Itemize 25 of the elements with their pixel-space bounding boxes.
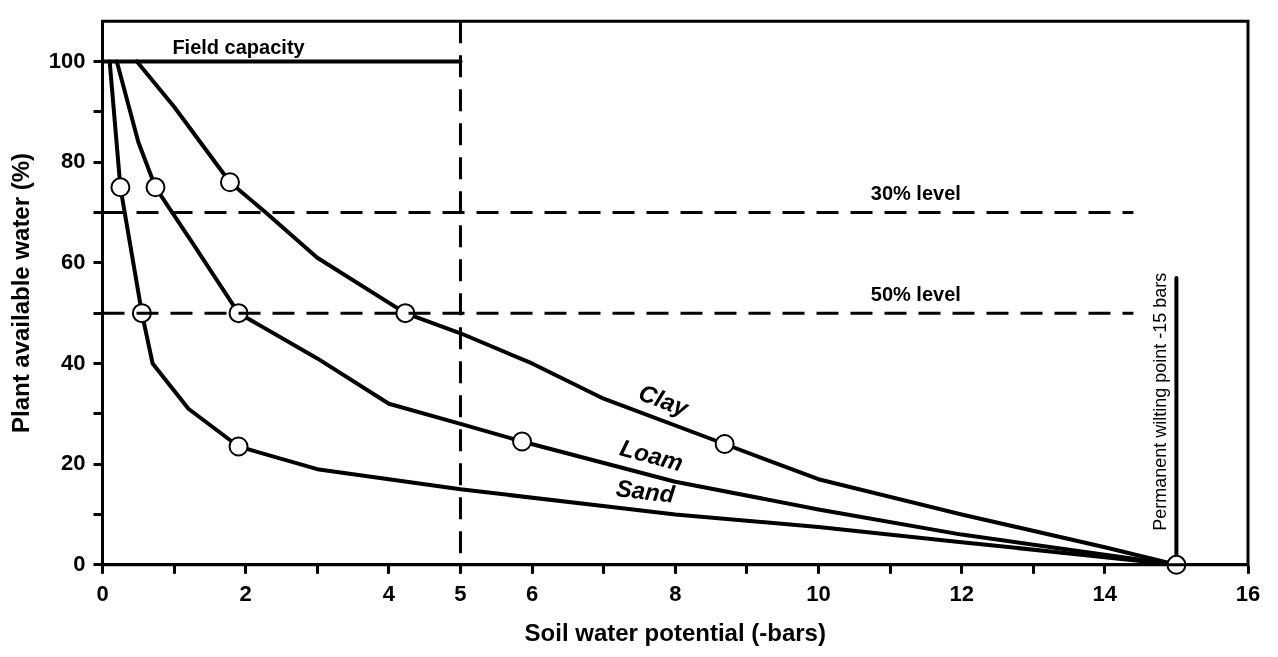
text: Sand [614, 474, 678, 508]
ref-line-label: 50% level [870, 282, 961, 305]
ref-line-label: 30% level [870, 181, 961, 204]
text: Clay [635, 378, 694, 423]
x-tick-label: 16 [1235, 581, 1261, 607]
x-tick-label: 5 [454, 581, 467, 607]
x-tick-label: 0 [96, 581, 109, 607]
y-tick-label: 80 [61, 148, 86, 174]
x-tick-label: 2 [239, 581, 252, 607]
x-tick-label: 8 [669, 581, 682, 607]
x-axis-title: Soil water potential (-bars) [524, 619, 826, 647]
y-tick-label: 20 [61, 450, 86, 476]
annotation: Field capacity [172, 35, 306, 58]
text: Loam [617, 433, 687, 477]
x-tick-label: 12 [949, 581, 974, 607]
text: Permanent wilting point -15 bars [1150, 272, 1171, 531]
y-tick-label: 60 [61, 248, 86, 274]
y-tick-label: 0 [73, 550, 86, 576]
x-tick-label: 14 [1092, 581, 1118, 607]
y-tick-label: 100 [48, 47, 86, 73]
x-tick-label: 4 [382, 581, 396, 607]
x-tick-label: 6 [525, 581, 539, 607]
y-tick-label: 40 [61, 349, 86, 375]
x-tick-label: 10 [806, 581, 831, 607]
y-axis-title: Plant available water (%) [7, 152, 35, 434]
